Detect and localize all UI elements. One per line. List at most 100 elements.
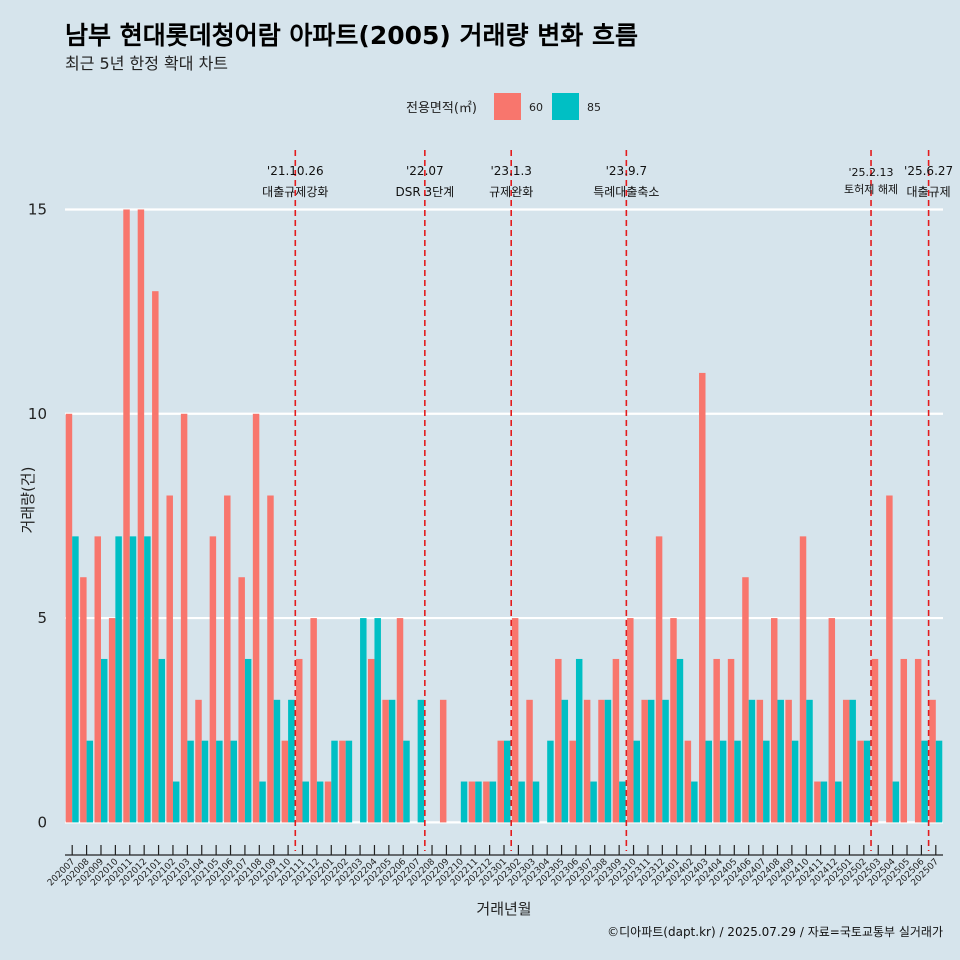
bar-60-202405	[727, 658, 735, 823]
bar-85-202112	[316, 781, 324, 823]
bar-60-202307	[583, 699, 591, 823]
event-label: 토허제 해제	[844, 182, 898, 196]
bar-60-202104	[195, 699, 202, 823]
bar-85-202102	[172, 781, 180, 823]
bar-85-202411	[820, 781, 828, 823]
bar-60-202411	[814, 781, 821, 823]
bar-85-202308	[604, 699, 612, 823]
bar-60-202109	[267, 495, 274, 823]
bar-85-202207	[417, 699, 425, 823]
bar-60-202011	[123, 209, 130, 823]
bar-85-202301	[504, 740, 511, 823]
y-tick-label: 10	[28, 405, 47, 423]
event-label: 대출규제	[907, 185, 951, 199]
bar-60-202502	[857, 740, 864, 823]
bar-85-202305	[561, 699, 569, 823]
bar-85-202108	[259, 781, 266, 823]
x-axis-label: 거래년월	[476, 900, 531, 918]
bar-60-202409	[785, 699, 792, 823]
event-date: '21.10.26	[267, 164, 324, 178]
bar-60-202206	[396, 618, 404, 823]
bar-85-202506	[921, 740, 928, 823]
bar-85-202407	[763, 740, 770, 823]
bar-60-202201	[324, 781, 332, 823]
bar-60-202302	[511, 618, 519, 823]
legend-label-60: 60	[529, 101, 543, 114]
source-caption: ©디아파트(dapt.kr) / 2025.07.29 / 자료=국토교통부 실…	[607, 925, 943, 939]
bar-85-202412	[835, 781, 842, 823]
bar-60-202110	[281, 740, 289, 823]
bar-60-202103	[180, 413, 188, 823]
bar-85-202110	[288, 699, 295, 823]
bar-85-202302	[518, 781, 525, 823]
bar-60-202410	[799, 536, 807, 823]
bar-60-202202	[339, 740, 346, 823]
chart-title: 남부 현대롯데청어람 아파트(2005) 거래량 변화 흐름	[65, 21, 638, 50]
legend-swatch-60	[494, 93, 521, 120]
bar-85-202012	[144, 536, 151, 823]
bar-60-202308	[598, 699, 605, 823]
bar-85-202210	[460, 781, 468, 823]
bar-85-202107	[244, 658, 252, 823]
bar-60-202503	[871, 658, 879, 823]
bar-60-202105	[209, 536, 217, 823]
bar-85-202309	[619, 781, 626, 823]
y-tick-label: 5	[37, 609, 47, 627]
bar-60-202406	[742, 577, 749, 823]
bar-60-202312	[655, 536, 663, 823]
bar-60-202008	[80, 577, 87, 823]
bar-85-202304	[547, 740, 554, 823]
bar-85-202105	[216, 740, 223, 823]
bar-60-202101	[152, 291, 159, 823]
bar-85-202104	[201, 740, 209, 823]
bar-60-202010	[108, 618, 116, 823]
bar-60-202212	[483, 781, 490, 823]
bar-85-202106	[230, 740, 238, 823]
bar-60-202303	[526, 699, 533, 823]
bar-60-202408	[770, 618, 778, 823]
bar-60-202009	[94, 536, 101, 823]
bar-85-202307	[590, 781, 597, 823]
bar-85-202204	[374, 618, 381, 823]
bar-85-202211	[475, 781, 482, 823]
bar-85-202203	[360, 618, 367, 823]
bar-60-202401	[670, 618, 677, 823]
bar-85-202404	[719, 740, 727, 823]
bar-85-202410	[806, 699, 813, 823]
bar-85-202501	[849, 699, 856, 823]
bar-60-202505	[900, 658, 908, 823]
event-date: '23.9.7	[606, 164, 647, 178]
x-axis: 2020072020082020092020102020112020122021…	[46, 845, 943, 888]
bar-85-202201	[331, 740, 338, 823]
event-label: DSR 3단계	[395, 185, 454, 199]
bar-85-202206	[403, 740, 410, 823]
bar-60-202404	[713, 658, 720, 823]
bar-85-202403	[705, 740, 712, 823]
bar-60-202506	[914, 658, 922, 823]
bars	[65, 209, 943, 823]
bar-60-202111	[296, 658, 303, 823]
bar-60-202007	[65, 413, 73, 823]
bar-60-202102	[166, 495, 173, 823]
legend-label-85: 85	[587, 101, 601, 114]
y-tick-label: 0	[37, 813, 47, 831]
bar-85-202303	[532, 781, 540, 823]
bar-60-202501	[842, 699, 850, 823]
bar-60-202403	[699, 372, 706, 823]
bar-85-202502	[863, 740, 871, 823]
bar-60-202106	[224, 495, 231, 823]
bar-85-202103	[187, 740, 194, 823]
bar-85-202406	[748, 699, 756, 823]
bar-60-202402	[684, 740, 692, 823]
bar-85-202101	[158, 658, 166, 823]
bar-85-202306	[575, 658, 583, 823]
bar-85-202008	[86, 740, 94, 823]
legend-title: 전용면적(㎡)	[406, 101, 477, 116]
bar-85-202009	[100, 658, 108, 823]
bar-60-202407	[756, 699, 764, 823]
bar-60-202306	[569, 740, 576, 823]
y-axis-label: 거래량(건)	[19, 467, 37, 534]
bar-60-202310	[627, 618, 634, 823]
event-label: 특례대출축소	[593, 185, 659, 199]
